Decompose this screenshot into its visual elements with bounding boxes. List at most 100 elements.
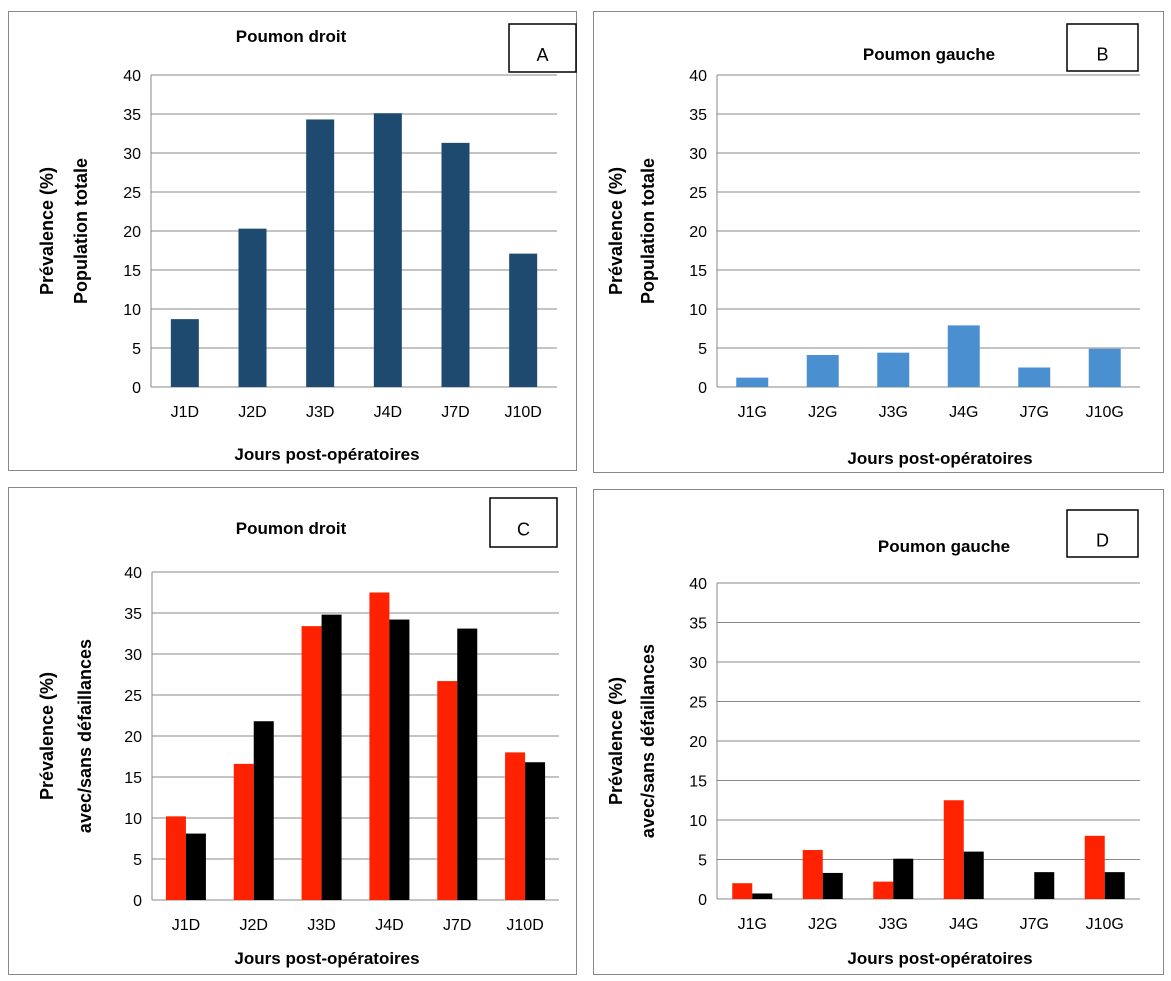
- chart-panel-c: Poumon droit C 0 5 10 15 20 25 30 35 40 J1D J2D J3D J4…: [8, 487, 577, 975]
- y-axis-label: Population totale: [638, 158, 658, 304]
- bar-j3d-s2: [321, 614, 342, 900]
- bar-j7d-s2: [457, 628, 478, 900]
- panel-letter: A: [536, 45, 548, 65]
- bar-j1d-s1: [170, 319, 199, 387]
- bar-j2d-s1: [238, 228, 267, 387]
- y-tick-label: 40: [689, 68, 707, 85]
- x-tick-label: J1D: [172, 917, 200, 934]
- x-tick-label: J1D: [171, 404, 199, 421]
- bar-j4d-s1: [369, 592, 390, 900]
- x-tick-label: J4G: [949, 916, 978, 933]
- y-tick-label: 35: [123, 107, 141, 124]
- x-tick-label: J7D: [441, 404, 469, 421]
- y-axis-label: Prévalence (%): [37, 672, 57, 800]
- bar-j4d-s1: [373, 113, 402, 387]
- chart-panel-a: Poumon droit A 0 5 10 15 20 25 30 35 40 J1D J2D J3D J4…: [8, 11, 577, 471]
- chart-b: Poumon gauche B 0 5 10 15 20 25 30 35 40 J1G J2G J3G J…: [606, 23, 1140, 468]
- bar-j3d-s1: [301, 626, 322, 900]
- x-tick-label: J2D: [238, 404, 266, 421]
- y-tick-label: 15: [123, 263, 141, 280]
- x-axis-label: Jours post-opératoires: [847, 949, 1032, 968]
- chart-panel-b: Poumon gauche B 0 5 10 15 20 25 30 35 40 J1G J2G J3G J…: [593, 11, 1164, 473]
- y-tick-label: 20: [124, 729, 142, 746]
- y-tick-label: 10: [689, 813, 707, 830]
- panel-letter: B: [1096, 45, 1108, 65]
- panel-letter-box: [508, 23, 577, 73]
- y-axis-label: avec/sans défaillances: [638, 644, 658, 838]
- bar-j7g-s2: [1034, 872, 1055, 899]
- x-tick-label: J7G: [1020, 404, 1049, 421]
- x-tick-label: J7G: [1020, 916, 1049, 933]
- y-tick-label: 0: [132, 380, 141, 397]
- bar-j3g-s1: [873, 881, 894, 899]
- x-tick-label: J2G: [808, 916, 837, 933]
- panel-letter-box: [1066, 509, 1139, 558]
- x-tick-label: J3D: [306, 404, 334, 421]
- x-tick-label: J1G: [738, 404, 767, 421]
- y-tick-label: 0: [133, 893, 142, 910]
- y-tick-label: 10: [123, 302, 141, 319]
- bar-j4d-s2: [389, 619, 410, 900]
- y-tick-label: 40: [123, 68, 141, 85]
- y-axis-label: Prévalence (%): [606, 167, 626, 295]
- bar-j2g-s1: [806, 355, 839, 387]
- chart-d: Poumon gauche D 0 5 10 15 20 25 30 35 40 J1G J2G J3G J…: [606, 509, 1140, 968]
- bar-j1g-s1: [732, 883, 753, 899]
- bar-j10d-s2: [525, 762, 546, 900]
- panel-letter-box: [489, 497, 558, 548]
- y-tick-label: 0: [698, 892, 707, 909]
- y-tick-label: 25: [124, 688, 142, 705]
- y-axis-label: avec/sans défaillances: [75, 639, 95, 833]
- x-tick-label: J10D: [504, 404, 541, 421]
- y-tick-label: 25: [689, 695, 707, 712]
- y-tick-label: 5: [698, 341, 707, 358]
- panel-letter-box: [1066, 23, 1139, 72]
- y-tick-label: 25: [123, 185, 141, 202]
- y-tick-label: 35: [689, 107, 707, 124]
- y-tick-label: 0: [698, 380, 707, 397]
- panel-letter: C: [517, 520, 530, 540]
- y-tick-label: 15: [689, 774, 707, 791]
- chart-title: Poumon gauche: [863, 45, 995, 64]
- bar-j10d-s1: [505, 752, 526, 900]
- y-tick-label: 35: [124, 606, 142, 623]
- bar-j3g-s1: [877, 352, 910, 387]
- x-tick-label: J10G: [1086, 404, 1124, 421]
- x-tick-label: J3D: [307, 917, 335, 934]
- x-tick-label: J2D: [240, 917, 268, 934]
- y-tick-label: 25: [689, 185, 707, 202]
- bar-j2d-s2: [253, 721, 274, 900]
- bar-j7d-s1: [441, 142, 470, 387]
- y-tick-label: 30: [689, 146, 707, 163]
- x-tick-label: J3G: [879, 916, 908, 933]
- bar-j4g-s2: [963, 851, 984, 899]
- y-tick-label: 10: [124, 811, 142, 828]
- bar-j1g-s1: [736, 377, 769, 387]
- bar-j2d-s1: [233, 763, 254, 900]
- bar-j2g-s2: [822, 872, 843, 899]
- y-tick-label: 15: [689, 263, 707, 280]
- chart-title: Poumon droit: [236, 519, 347, 538]
- bar-j1d-s2: [185, 833, 206, 900]
- chart-title: Poumon droit: [236, 27, 347, 46]
- y-tick-label: 5: [698, 853, 707, 870]
- y-tick-label: 20: [689, 224, 707, 241]
- y-tick-label: 5: [132, 341, 141, 358]
- bar-j1g-s2: [752, 893, 773, 899]
- y-tick-label: 40: [689, 576, 707, 593]
- x-tick-label: J4D: [375, 917, 403, 934]
- y-axis-label: Prévalence (%): [606, 677, 626, 805]
- chart-c: Poumon droit C 0 5 10 15 20 25 30 35 40 J1D J2D J3D J4…: [37, 497, 559, 968]
- x-axis-label: Jours post-opératoires: [847, 449, 1032, 468]
- x-tick-label: J3G: [879, 404, 908, 421]
- chart-title: Poumon gauche: [878, 537, 1010, 556]
- bar-j7g-s1: [1018, 367, 1051, 387]
- y-tick-label: 40: [124, 565, 142, 582]
- x-tick-label: J1G: [738, 916, 767, 933]
- y-tick-label: 30: [689, 655, 707, 672]
- bar-j7d-s1: [437, 681, 458, 900]
- bar-j3g-s2: [893, 858, 914, 899]
- bar-j2g-s1: [802, 850, 823, 899]
- y-tick-label: 30: [124, 647, 142, 664]
- x-axis-label: Jours post-opératoires: [234, 445, 419, 464]
